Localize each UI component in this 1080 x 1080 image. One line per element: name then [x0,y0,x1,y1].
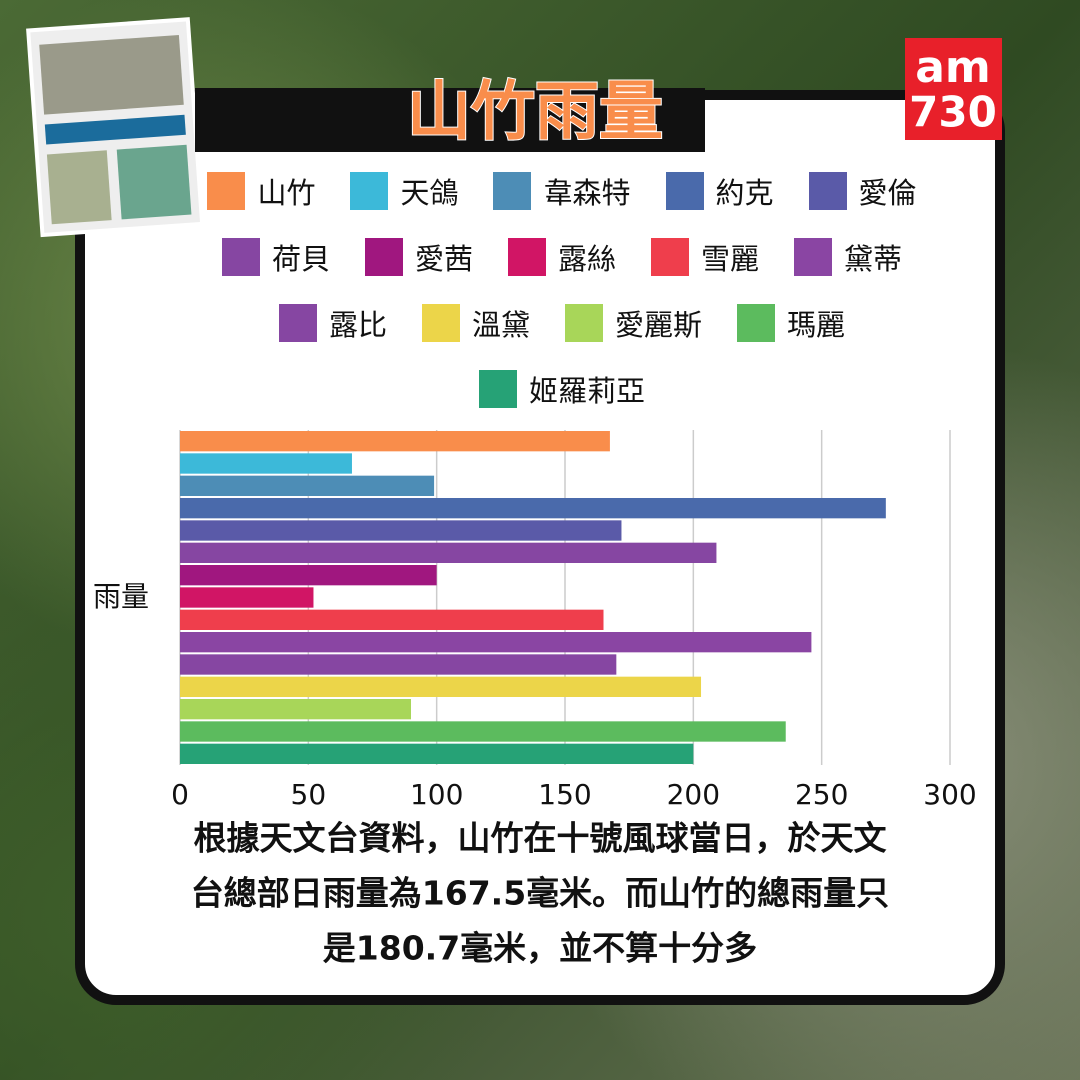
legend-swatch [493,172,532,210]
legend-label: 溫黛 [471,308,530,342]
legend-item: 愛茜 [364,238,473,276]
legend-item: 韋森特 [493,172,631,210]
y-axis-label: 雨量 [93,580,149,613]
caption-line: 是180.7毫米，並不算十分多 [323,929,757,968]
x-tick-label: 50 [291,778,327,811]
logo-text: am [915,42,991,93]
legend-item: 約克 [665,172,774,210]
bar [180,676,702,697]
bar [180,654,617,675]
legend-item: 瑪麗 [737,304,845,342]
legend-label: 黛蒂 [844,242,903,276]
bar [180,475,435,496]
legend-item: 荷貝 [221,238,330,276]
legend-item: 天鴿 [350,172,458,210]
newspaper-thumbnail [26,17,205,238]
legend-label: 山竹 [257,176,316,210]
x-tick-label: 100 [410,778,463,811]
legend-label: 約克 [715,176,774,210]
caption-line: 台總部日雨量為167.5毫米。而山竹的總雨量只 [191,874,889,913]
legend-swatch [737,304,776,342]
legend-label: 瑪麗 [787,308,846,342]
legend-item: 愛倫 [808,172,917,210]
legend-swatch [507,238,546,276]
bar [180,587,314,608]
bar [180,520,622,541]
legend-item: 露比 [278,304,387,342]
legend-swatch [350,172,389,210]
x-tick-label: 200 [667,778,720,811]
legend-item: 愛麗斯 [565,304,702,342]
legend-swatch [364,238,403,276]
legend-swatch [221,238,260,276]
legend-swatch [421,304,460,342]
legend-label: 韋森特 [543,176,631,210]
bar [180,453,352,474]
bar [180,721,786,742]
legend-label: 露比 [328,308,387,342]
caption-line: 根據天文台資料，山竹在十號風球當日，於天文 [194,819,887,858]
legend: 山竹 天鴿 韋森特 約克 愛倫荷貝 愛茜 露絲 雪麗 黛蒂露比 溫黛 愛麗斯 瑪麗姬羅莉亞 [182,172,942,408]
x-tick-label: 0 [171,778,189,811]
legend-label: 天鴿 [400,176,459,210]
legend-label: 露絲 [557,242,616,276]
legend-label: 愛茜 [414,242,473,276]
bar [180,699,411,720]
legend-item: 山竹 [207,172,315,210]
bar [180,498,886,519]
legend-swatch [665,172,704,210]
legend-swatch [278,304,317,342]
x-tick-label: 250 [795,778,848,811]
bar [180,542,717,563]
legend-item: 露絲 [507,238,616,276]
legend-label: 雪麗 [701,242,760,276]
bar [180,565,437,586]
title-tab [195,88,705,152]
bar [180,632,812,653]
bar [180,431,610,452]
legend-item: 姬羅莉亞 [478,370,645,408]
legend-swatch [565,304,603,342]
legend-label: 荷貝 [271,242,330,276]
chart-title: 山竹雨量 [407,76,663,150]
bar [180,609,604,630]
legend-label: 愛倫 [858,176,917,210]
legend-label: 愛麗斯 [615,308,703,342]
x-tick-label: 300 [923,778,976,811]
legend-item: 黛蒂 [794,238,902,276]
legend-swatch [651,238,689,276]
legend-item: 溫黛 [421,304,530,342]
legend-swatch [207,172,246,210]
bar [180,743,694,764]
logo [905,38,1002,140]
legend-swatch [478,370,517,408]
legend-swatch [808,172,847,210]
legend-item: 雪麗 [651,238,759,276]
legend-swatch [794,238,833,276]
logo-text: 730 [909,88,997,137]
legend-label: 姬羅莉亞 [528,374,645,408]
x-tick-label: 150 [538,778,591,811]
